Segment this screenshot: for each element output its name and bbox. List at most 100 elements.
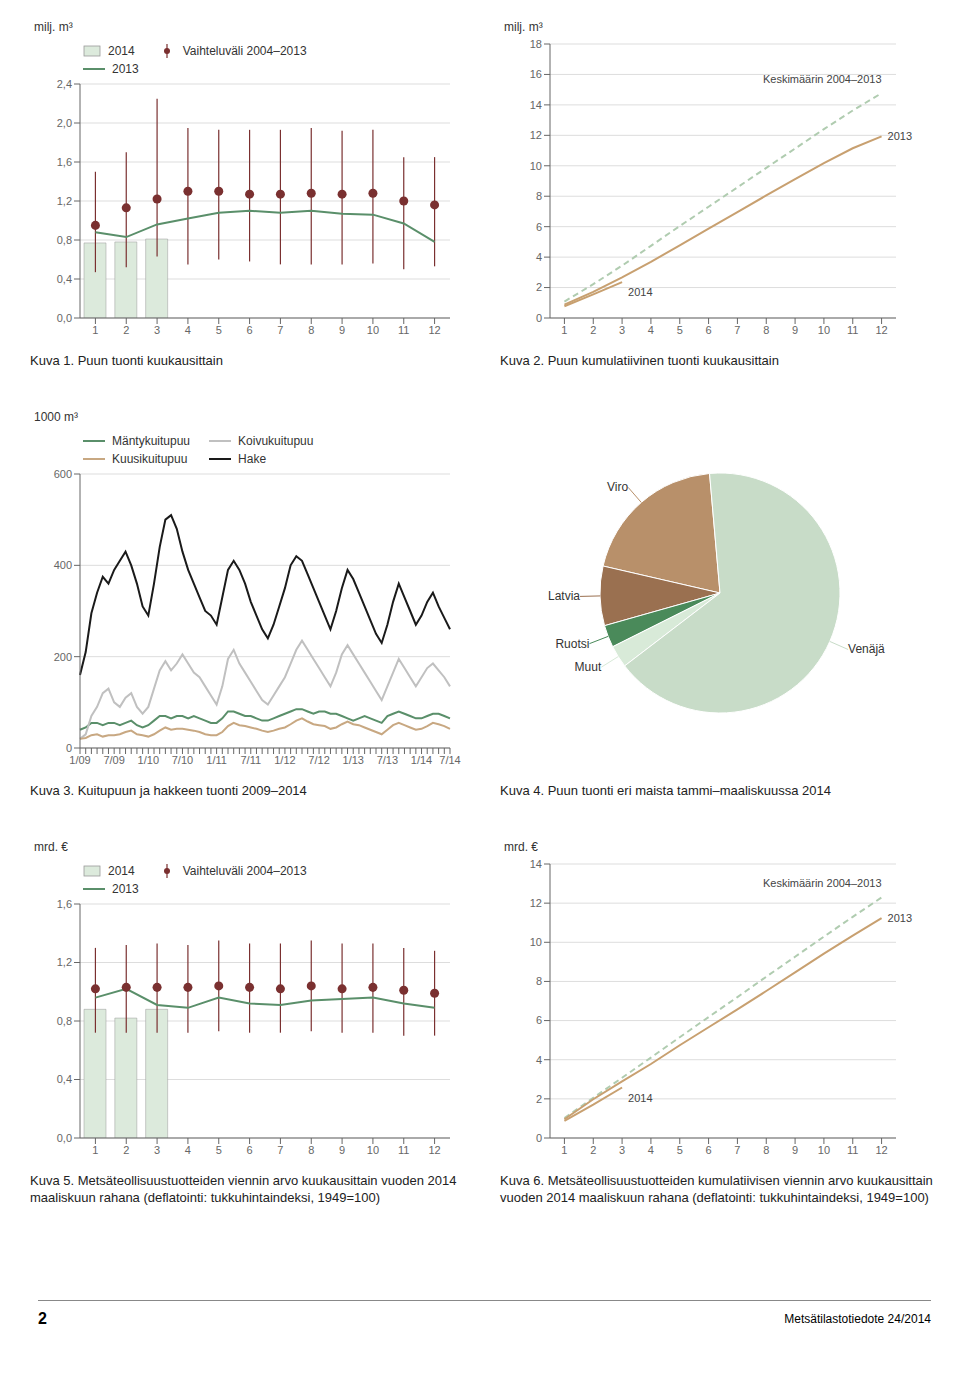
svg-text:9: 9 <box>792 324 798 336</box>
svg-text:Muut: Muut <box>575 660 602 674</box>
svg-text:2: 2 <box>123 324 129 336</box>
svg-text:1: 1 <box>561 1144 567 1156</box>
svg-text:8: 8 <box>536 190 542 202</box>
svg-text:1,6: 1,6 <box>57 156 72 168</box>
svg-text:14: 14 <box>530 858 542 870</box>
svg-text:0: 0 <box>66 742 72 754</box>
svg-text:1/12: 1/12 <box>274 754 295 766</box>
svg-text:18: 18 <box>530 38 542 50</box>
svg-text:0,8: 0,8 <box>57 1015 72 1027</box>
svg-text:7: 7 <box>734 324 740 336</box>
svg-text:10: 10 <box>818 1144 830 1156</box>
svg-text:10: 10 <box>530 936 542 948</box>
svg-text:0,0: 0,0 <box>57 1132 72 1144</box>
svg-text:Viro: Viro <box>607 480 628 494</box>
svg-text:0,4: 0,4 <box>57 1073 72 1085</box>
svg-text:2: 2 <box>536 281 542 293</box>
svg-text:2013: 2013 <box>888 130 912 142</box>
svg-text:16: 16 <box>530 68 542 80</box>
svg-text:5: 5 <box>677 1144 683 1156</box>
svg-text:6: 6 <box>247 324 253 336</box>
svg-text:Latvia: Latvia <box>548 589 580 603</box>
svg-text:0: 0 <box>536 312 542 324</box>
svg-text:4: 4 <box>648 324 654 336</box>
svg-text:7/14: 7/14 <box>439 754 460 766</box>
svg-text:6: 6 <box>247 1144 253 1156</box>
svg-text:2,0: 2,0 <box>57 117 72 129</box>
svg-text:7/11: 7/11 <box>240 754 261 766</box>
svg-text:12: 12 <box>875 324 887 336</box>
svg-text:7: 7 <box>277 324 283 336</box>
svg-text:0,8: 0,8 <box>57 234 72 246</box>
svg-text:9: 9 <box>339 1144 345 1156</box>
svg-text:8: 8 <box>763 1144 769 1156</box>
svg-text:7: 7 <box>277 1144 283 1156</box>
svg-text:6: 6 <box>536 221 542 233</box>
svg-text:1/09: 1/09 <box>69 754 90 766</box>
svg-text:10: 10 <box>367 324 379 336</box>
svg-text:10: 10 <box>367 1144 379 1156</box>
svg-text:10: 10 <box>530 160 542 172</box>
svg-text:11: 11 <box>847 324 858 336</box>
svg-text:5: 5 <box>677 324 683 336</box>
svg-text:Keskimäärin 2004–2013: Keskimäärin 2004–2013 <box>763 73 882 85</box>
svg-text:4: 4 <box>536 251 542 263</box>
svg-text:0,4: 0,4 <box>57 273 72 285</box>
svg-text:12: 12 <box>428 1144 440 1156</box>
svg-text:6: 6 <box>536 1014 542 1026</box>
svg-text:12: 12 <box>530 897 542 909</box>
svg-text:5: 5 <box>216 1144 222 1156</box>
svg-text:1: 1 <box>92 324 98 336</box>
svg-text:4: 4 <box>536 1054 542 1066</box>
svg-text:8: 8 <box>763 324 769 336</box>
svg-text:0: 0 <box>536 1132 542 1144</box>
svg-text:8: 8 <box>308 324 314 336</box>
svg-text:1,6: 1,6 <box>57 898 72 910</box>
svg-text:12: 12 <box>875 1144 887 1156</box>
svg-text:1/14: 1/14 <box>411 754 432 766</box>
svg-text:3: 3 <box>619 1144 625 1156</box>
svg-text:2013: 2013 <box>888 912 912 924</box>
svg-text:200: 200 <box>54 651 72 663</box>
svg-text:1: 1 <box>561 324 567 336</box>
svg-text:2: 2 <box>536 1093 542 1105</box>
svg-text:7: 7 <box>734 1144 740 1156</box>
svg-text:1/13: 1/13 <box>343 754 364 766</box>
svg-text:600: 600 <box>54 468 72 480</box>
svg-text:12: 12 <box>530 129 542 141</box>
svg-text:7/09: 7/09 <box>103 754 124 766</box>
svg-text:11: 11 <box>398 324 409 336</box>
svg-text:7/10: 7/10 <box>172 754 193 766</box>
svg-text:9: 9 <box>792 1144 798 1156</box>
svg-text:Ruotsi: Ruotsi <box>555 637 589 651</box>
svg-text:3: 3 <box>154 324 160 336</box>
svg-text:4: 4 <box>185 324 191 336</box>
svg-text:9: 9 <box>339 324 345 336</box>
svg-text:8: 8 <box>536 975 542 987</box>
svg-text:2: 2 <box>590 1144 596 1156</box>
svg-text:3: 3 <box>154 1144 160 1156</box>
svg-text:11: 11 <box>398 1144 409 1156</box>
svg-text:5: 5 <box>216 324 222 336</box>
svg-text:Venäjä: Venäjä <box>848 642 885 656</box>
svg-text:12: 12 <box>428 324 440 336</box>
svg-text:2,4: 2,4 <box>57 78 72 90</box>
svg-text:1,2: 1,2 <box>57 195 72 207</box>
svg-text:1,2: 1,2 <box>57 956 72 968</box>
svg-text:11: 11 <box>847 1144 858 1156</box>
svg-text:2014: 2014 <box>628 1092 652 1104</box>
svg-text:400: 400 <box>54 559 72 571</box>
svg-text:0,0: 0,0 <box>57 312 72 324</box>
svg-text:7/13: 7/13 <box>377 754 398 766</box>
svg-text:2: 2 <box>123 1144 129 1156</box>
svg-text:3: 3 <box>619 324 625 336</box>
svg-text:1/10: 1/10 <box>138 754 159 766</box>
svg-text:Keskimäärin 2004–2013: Keskimäärin 2004–2013 <box>763 877 882 889</box>
svg-text:14: 14 <box>530 99 542 111</box>
svg-text:1: 1 <box>92 1144 98 1156</box>
svg-text:1/11: 1/11 <box>206 754 227 766</box>
svg-text:4: 4 <box>648 1144 654 1156</box>
svg-text:2: 2 <box>590 324 596 336</box>
svg-text:6: 6 <box>706 1144 712 1156</box>
svg-text:7/12: 7/12 <box>308 754 329 766</box>
